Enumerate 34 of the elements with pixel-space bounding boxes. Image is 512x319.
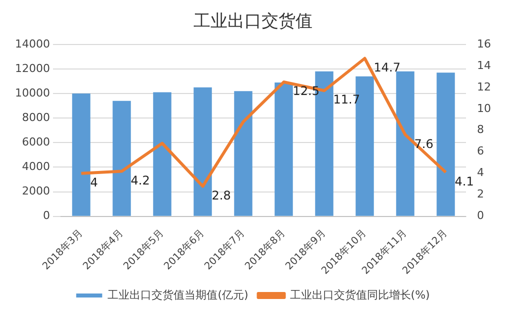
y-tick-label: 4000 — [22, 160, 50, 174]
chart-title: 工业出口交货值 — [194, 12, 312, 32]
bar — [153, 92, 172, 216]
data-label: 14.7 — [374, 60, 400, 74]
bar — [194, 87, 212, 216]
y2-tick-label: 6 — [477, 144, 484, 158]
data-label: 4.1 — [454, 174, 474, 188]
bar — [274, 82, 293, 216]
y-tick-label: 14000 — [14, 37, 50, 50]
y2-tick-label: 14 — [477, 58, 492, 72]
bar — [234, 91, 252, 216]
y-tick-label: 2000 — [22, 184, 50, 198]
y2-tick-label: 4 — [477, 166, 484, 180]
y2-tick-label: 2 — [477, 188, 484, 201]
y2-tick-label: 8 — [477, 123, 484, 136]
y-tick-label: 12000 — [14, 62, 50, 75]
y2-tick-label: 10 — [477, 102, 492, 115]
bar — [396, 71, 414, 216]
legend-label: 工业出口交货值当期值(亿元) — [108, 288, 248, 302]
y2-tick-label: 0 — [477, 209, 484, 222]
legend-label: 工业出口交货值同比增长(%) — [290, 288, 430, 302]
bar — [112, 100, 131, 216]
data-label: 7.6 — [414, 136, 434, 151]
y2-tick-label: 12 — [477, 80, 492, 94]
data-label: 2.8 — [212, 188, 231, 202]
bar — [72, 94, 90, 216]
y-tick-label: 8000 — [22, 110, 50, 124]
data-label: 4 — [90, 176, 98, 190]
y-tick-label: 0 — [42, 209, 50, 222]
y-tick-label: 6000 — [22, 136, 50, 149]
y-tick-label: 10000 — [14, 86, 50, 100]
bar — [436, 72, 455, 216]
y2-tick-label: 16 — [477, 37, 492, 50]
data-label: 4.2 — [130, 173, 150, 188]
